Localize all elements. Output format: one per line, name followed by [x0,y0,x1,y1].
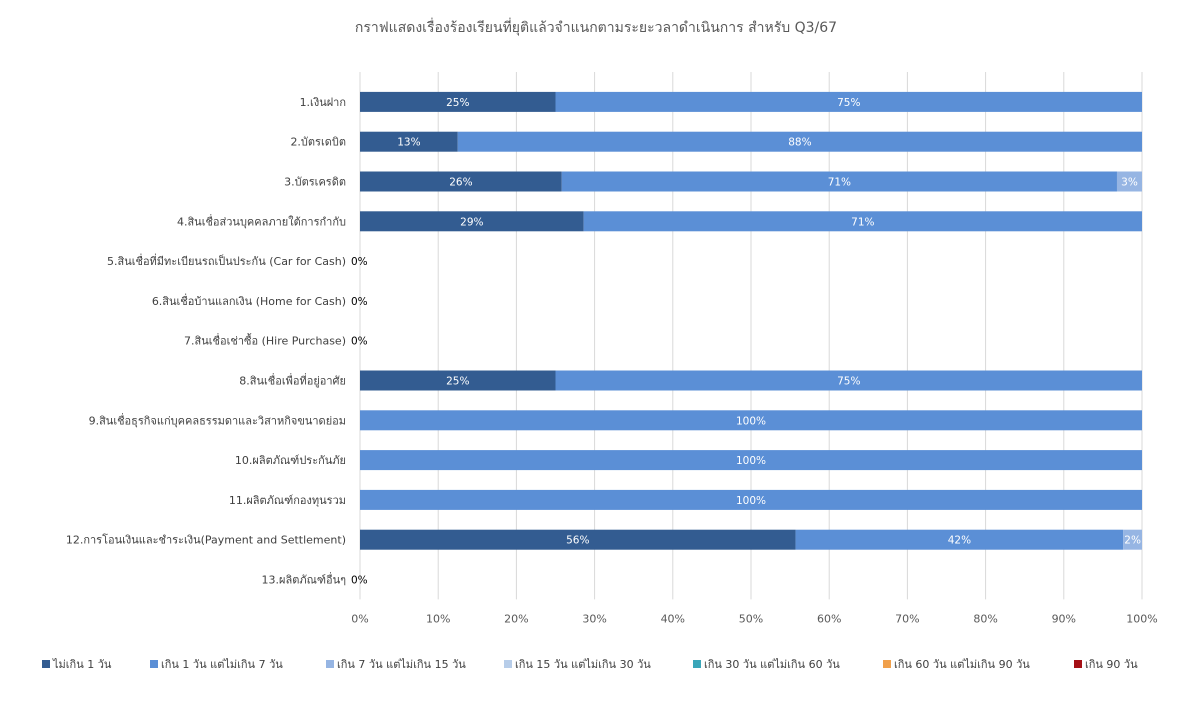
category-label: 2.บัตรเดบิต [290,136,346,149]
category-label: 11.ผลิตภัณฑ์กองทุนรวม [229,494,346,507]
category-label: 5.สินเชื่อที่มีทะเบียนรถเป็นประกัน (Car … [107,253,346,268]
x-tick-label: 80% [973,612,997,625]
bar-segment [360,489,1142,510]
x-tick-label: 30% [582,612,606,625]
bar-segment [360,91,556,112]
bar-segment [583,211,1142,232]
data-label: 3% [1121,177,1138,189]
data-label: 29% [460,216,483,228]
legend-label: ไม่เกิน 1 วัน [52,658,112,671]
x-tick-label: 0% [351,612,368,625]
legend-label: เกิน 60 วัน แต่ไม่เกิน 90 วัน [894,658,1030,671]
bars [360,91,1142,550]
legend-label: เกิน 1 วัน แต่ไม่เกิน 7 วัน [161,658,283,671]
data-labels: 25% 75% 13% 88% 26% 71% 3% 29% 71% 0% 0% 0% 25% 75% 10… [351,97,1141,587]
bar-segment [555,91,1142,112]
x-tick-label: 50% [739,612,763,625]
legend-swatch [883,660,891,668]
data-label: 0% [351,256,368,268]
legend: ไม่เกิน 1 วัน เกิน 1 วัน แต่ไม่เกิน 7 วัน… [42,658,1138,671]
bar-segment [360,410,1142,431]
legend-swatch [326,660,334,668]
legend-swatch [150,660,158,668]
data-label: 56% [566,535,589,547]
bar-segment [360,131,458,152]
data-label: 100% [736,455,766,467]
chart-title: กราฟแสดงเรื่องร้องเรียนที่ยุติแล้วจำแนกต… [355,18,837,36]
legend-label: เกิน 7 วัน แต่ไม่เกิน 15 วัน [337,658,466,671]
data-label: 100% [736,415,766,427]
bar-segment [360,171,562,192]
bar-segment [1116,171,1142,192]
category-label: 4.สินเชื่อส่วนบุคคลภายใต้การกำกับ [177,213,346,228]
gridlines [359,72,1143,600]
category-label: 12.การโอนเงินและชำระเงิน(Payment and Set… [66,533,346,547]
data-label: 13% [397,137,420,149]
data-label: 71% [828,177,851,189]
x-tick-label: 90% [1052,612,1076,625]
x-tick-label: 10% [426,612,450,625]
data-label: 88% [788,137,811,149]
data-label: 100% [736,495,766,507]
x-axis-ticks: 0% 10% 20% 30% 40% 50% 60% 70% 80% 90% 100% [351,612,1157,625]
bar-segment [360,370,556,391]
legend-swatch [504,660,512,668]
x-tick-label: 20% [504,612,528,625]
legend-label: เกิน 90 วัน [1085,658,1138,671]
legend-label: เกิน 30 วัน แต่ไม่เกิน 60 วัน [704,658,840,671]
data-label: 71% [851,216,874,228]
legend-swatch [42,660,50,668]
data-label: 42% [948,535,971,547]
category-label: 10.ผลิตภัณฑ์ประกันภัย [235,454,346,467]
bar-segment [795,529,1124,550]
data-label: 0% [351,296,368,308]
category-label: 1.เงินฝาก [300,96,346,109]
category-label: 7.สินเชื่อเช่าซื้อ (Hire Purchase) [184,333,346,348]
bar-segment [561,171,1117,192]
data-label: 75% [837,376,860,388]
data-label: 25% [446,376,469,388]
data-label: 26% [449,177,472,189]
category-labels: 1.เงินฝาก 2.บัตรเดบิต 3.บัตรเครดิต 4.สินเชื… [66,96,346,587]
data-label: 25% [446,97,469,109]
x-tick-label: 40% [661,612,685,625]
x-tick-label: 60% [817,612,841,625]
legend-swatch [1074,660,1082,668]
bar-segment [360,211,584,232]
legend-swatch [693,660,701,668]
x-tick-label: 70% [895,612,919,625]
bar-segment [457,131,1142,152]
x-tick-label: 100% [1126,612,1157,625]
bar-segment [1123,529,1142,550]
category-label: 8.สินเชื่อเพื่อที่อยู่อาศัย [239,373,346,388]
data-label: 0% [351,575,368,587]
data-label: 2% [1124,535,1141,547]
data-label: 0% [351,336,368,348]
category-label: 13.ผลิตภัณฑ์อื่นๆ [262,572,347,587]
data-label: 75% [837,97,860,109]
category-label: 9.สินเชื่อธุรกิจแก่บุคคลธรรมดาและวิสาหกิ… [89,412,346,427]
bar-segment [555,370,1142,391]
legend-label: เกิน 15 วัน แต่ไม่เกิน 30 วัน [515,658,651,671]
bar-segment [360,529,796,550]
category-label: 6.สินเชื่อบ้านแลกเงิน (Home for Cash) [152,293,346,308]
category-label: 3.บัตรเครดิต [284,176,346,189]
bar-segment [360,450,1142,471]
